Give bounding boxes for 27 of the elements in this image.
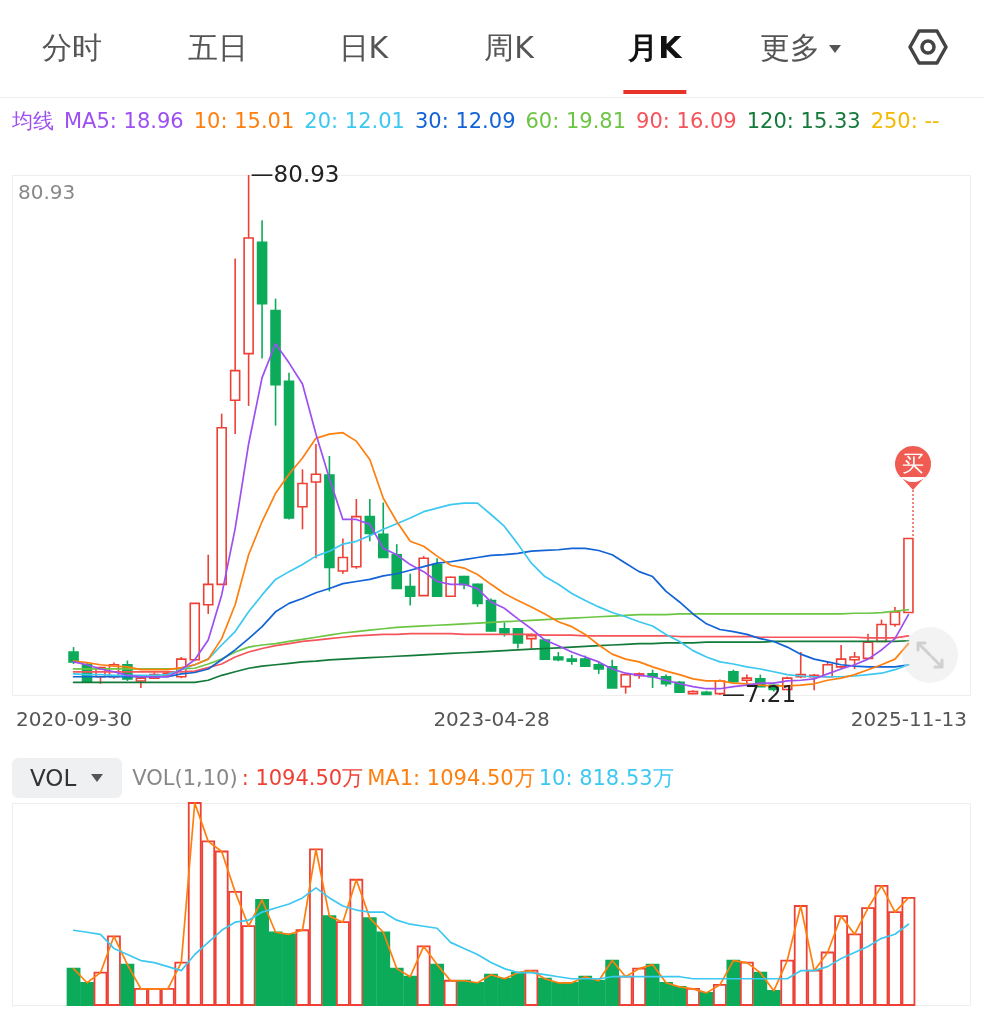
text: 周K (484, 29, 534, 67)
x-tick-label: 2020-09-30 (15, 706, 133, 731)
annotation: 买 (900, 450, 925, 479)
text: 90: 16.09 (636, 108, 737, 135)
text: 30: 12.09 (414, 108, 516, 135)
annotation: —80.93 (250, 161, 340, 187)
text: 更多 (759, 29, 820, 67)
legend-title: 均线 (12, 108, 54, 135)
text: 月K (628, 29, 682, 67)
chart-title: VOL (30, 764, 77, 793)
x-tick-label: 2025-11-13 (850, 706, 968, 731)
text: 五日 (187, 29, 248, 67)
x-tick-label: 2023-04-28 (433, 706, 550, 731)
chart-subtitle: VOL(1,10) (132, 765, 238, 792)
text: 分时 (42, 29, 102, 67)
text: 60: 19.81 (525, 108, 627, 135)
text: : 1094.50万 (241, 765, 364, 792)
annotation: —7.21 (721, 681, 797, 707)
legend-label: 250: -- (870, 108, 940, 135)
text: 10: 15.01 (193, 108, 295, 135)
text: MA1: 1094.50万 (367, 765, 535, 792)
text: 120: 15.33 (746, 108, 861, 135)
text: 10: 818.53万 (538, 765, 674, 792)
text: 日K (338, 29, 389, 67)
text: MA5: 18.96 (64, 108, 184, 135)
text: 20: 12.01 (304, 108, 405, 135)
annotation: 80.93 (18, 180, 76, 204)
